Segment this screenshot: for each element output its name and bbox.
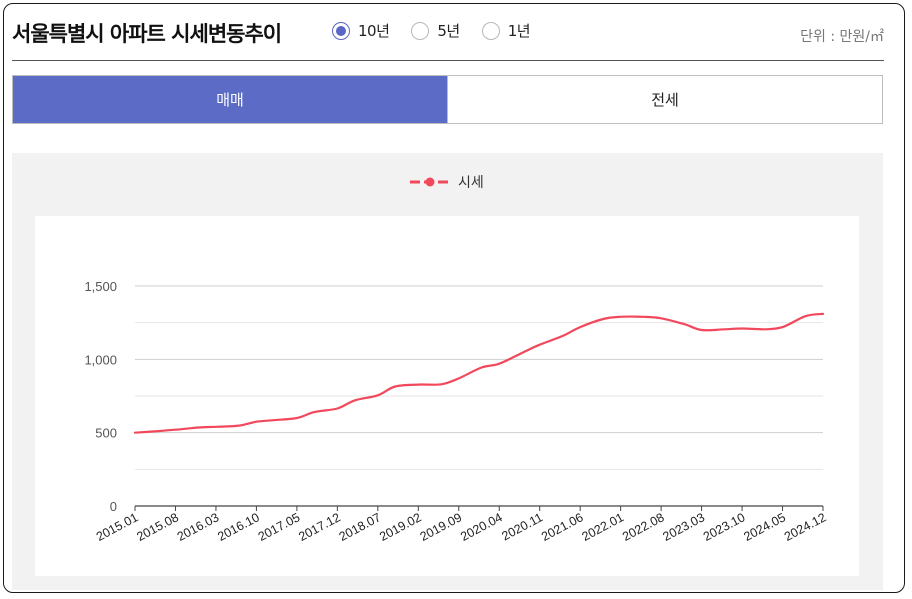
plot-panel: 0 500 1,000 1,500 2015.01 2015.08 2016.03 2016.… xyxy=(35,216,859,576)
y-tick-label: 1,000 xyxy=(84,352,117,367)
x-tick-label: 2021.06 xyxy=(539,510,586,544)
radio-unselected-icon[interactable] xyxy=(481,21,500,40)
x-tick-label: 2016.03 xyxy=(175,510,222,544)
x-tick-label: 2015.08 xyxy=(134,510,181,544)
x-tick-label: 2022.08 xyxy=(620,510,667,544)
series-line-0 xyxy=(133,312,825,434)
x-tick-label: 2017.12 xyxy=(296,510,343,544)
page-title: 서울특별시 아파트 시세변동추이 xyxy=(12,22,282,46)
x-tick-label: 2020.04 xyxy=(458,510,505,544)
x-tick-label: 2015.01 xyxy=(94,510,141,544)
x-tick-label: 2019.02 xyxy=(377,510,424,544)
x-tick-label: 2023.03 xyxy=(661,510,708,544)
y-tick-label: 1,500 xyxy=(84,279,117,294)
x-tick-label: 2023.10 xyxy=(701,510,748,544)
unit-label: 단위 : 만원/㎡ xyxy=(800,29,884,45)
radio-dot-icon xyxy=(336,25,346,36)
y-tick-label: 0 xyxy=(110,499,117,514)
y-tick-label: 500 xyxy=(95,426,117,441)
x-tick-label: 2022.01 xyxy=(580,510,627,544)
x-tick-label: 2024.12 xyxy=(782,510,829,544)
x-tick-label: 2016.10 xyxy=(215,510,262,544)
x-tick-label: 2024.05 xyxy=(741,510,788,544)
legend-label: 시세 xyxy=(458,175,484,191)
period-radio-group: 10년 5년 1년 xyxy=(332,20,552,41)
tab-jeonse[interactable]: 전세 xyxy=(447,76,882,123)
period-radio-10y[interactable]: 10년 xyxy=(332,20,390,41)
radio-selected-icon[interactable] xyxy=(332,21,350,40)
chart-legend[interactable]: 시세 xyxy=(410,172,484,192)
period-label-1y: 1년 xyxy=(507,22,531,40)
tab-sale[interactable]: 매매 xyxy=(13,76,447,123)
header-divider xyxy=(12,60,884,61)
period-radio-5y[interactable]: 5년 xyxy=(411,20,460,41)
trade-type-tabs: 매매 전세 xyxy=(12,75,883,124)
line-chart: 0 500 1,000 1,500 2015.012015.082016.032016.… xyxy=(84,279,829,544)
chart-header: 서울특별시 아파트 시세변동추이 10년 5년 1년 단위 : 만원/㎡ xyxy=(12,14,884,54)
x-tick-label: 2018.07 xyxy=(337,510,384,544)
period-label-5y: 5년 xyxy=(437,22,460,40)
radio-unselected-icon[interactable] xyxy=(411,21,430,40)
period-radio-1y[interactable]: 1년 xyxy=(481,20,531,41)
period-label-10y: 10년 xyxy=(358,22,390,40)
x-tick-label: 2017.05 xyxy=(256,510,303,544)
x-tick-label: 2020.11 xyxy=(499,510,545,543)
x-tick-label: 2019.09 xyxy=(418,510,465,544)
legend-line-marker-icon xyxy=(410,177,450,187)
